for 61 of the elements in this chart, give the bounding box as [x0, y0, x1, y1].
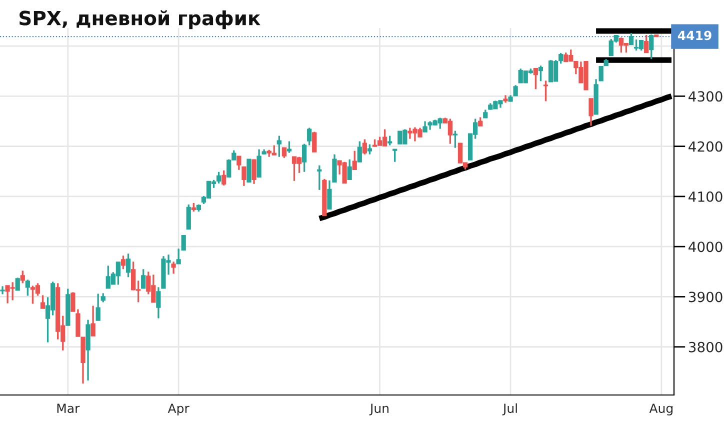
y-tick-label: 4000	[688, 242, 722, 252]
candlestick	[317, 164, 322, 191]
candlestick	[252, 158, 256, 185]
candlestick	[186, 204, 191, 230]
candlestick	[598, 66, 604, 82]
x-tick-label: Apr	[168, 404, 190, 416]
candlestick	[70, 291, 76, 312]
candlestick	[90, 304, 96, 337]
candlestick	[176, 248, 181, 264]
candlestick	[242, 166, 246, 187]
candlestick	[558, 52, 564, 64]
x-tick-label: Mar	[57, 404, 80, 414]
candlestick	[357, 140, 362, 163]
candlestick	[25, 278, 30, 297]
candlestick	[392, 148, 398, 163]
y-tick-label: 3800	[688, 342, 722, 352]
y-tick-label: 4300	[688, 91, 722, 102]
x-tick-label: Jun	[369, 404, 388, 416]
candlestick	[20, 270, 25, 284]
y-tick-label: 4200	[688, 141, 722, 152]
candlestick	[216, 171, 222, 184]
candlestick	[76, 308, 80, 338]
candlestick	[628, 32, 634, 46]
candlestick	[533, 68, 538, 90]
candlestick	[15, 276, 20, 292]
ref-line-label: 4419	[678, 30, 712, 40]
candlestick	[120, 254, 126, 270]
candlestick	[0, 285, 5, 296]
candlestick	[543, 80, 548, 102]
candlestick	[352, 150, 357, 170]
candlestick	[312, 130, 317, 153]
candlestick	[513, 84, 518, 97]
candlestick	[246, 158, 252, 182]
candlestick	[649, 34, 654, 60]
candlestick	[40, 294, 46, 310]
candlestick	[282, 146, 286, 159]
candlestick	[126, 252, 131, 278]
candlestick	[256, 148, 262, 178]
candlestick	[100, 292, 106, 304]
candlestick	[538, 64, 544, 82]
candlestick	[96, 292, 100, 322]
candlestick	[222, 170, 226, 186]
candlestick	[347, 158, 352, 180]
candlestick	[171, 260, 176, 275]
candlestick	[644, 34, 649, 54]
candlestick	[276, 134, 282, 158]
candlestick	[362, 138, 367, 156]
y-tick-label: 3900	[688, 292, 722, 302]
candlestick	[388, 134, 392, 146]
candlestick	[307, 126, 312, 146]
candlestick	[302, 142, 307, 173]
candlestick	[181, 235, 186, 251]
candlestick	[367, 143, 372, 156]
y-tick-label: 4100	[688, 191, 722, 202]
x-tick-label: Aug	[649, 404, 672, 416]
candlestick	[286, 140, 292, 154]
candlestick	[141, 268, 146, 290]
chart-title: SPX, дневной график	[20, 10, 260, 30]
candlestick	[588, 98, 594, 127]
x-tick-label: Jul	[502, 403, 517, 416]
candlestick	[452, 130, 458, 149]
